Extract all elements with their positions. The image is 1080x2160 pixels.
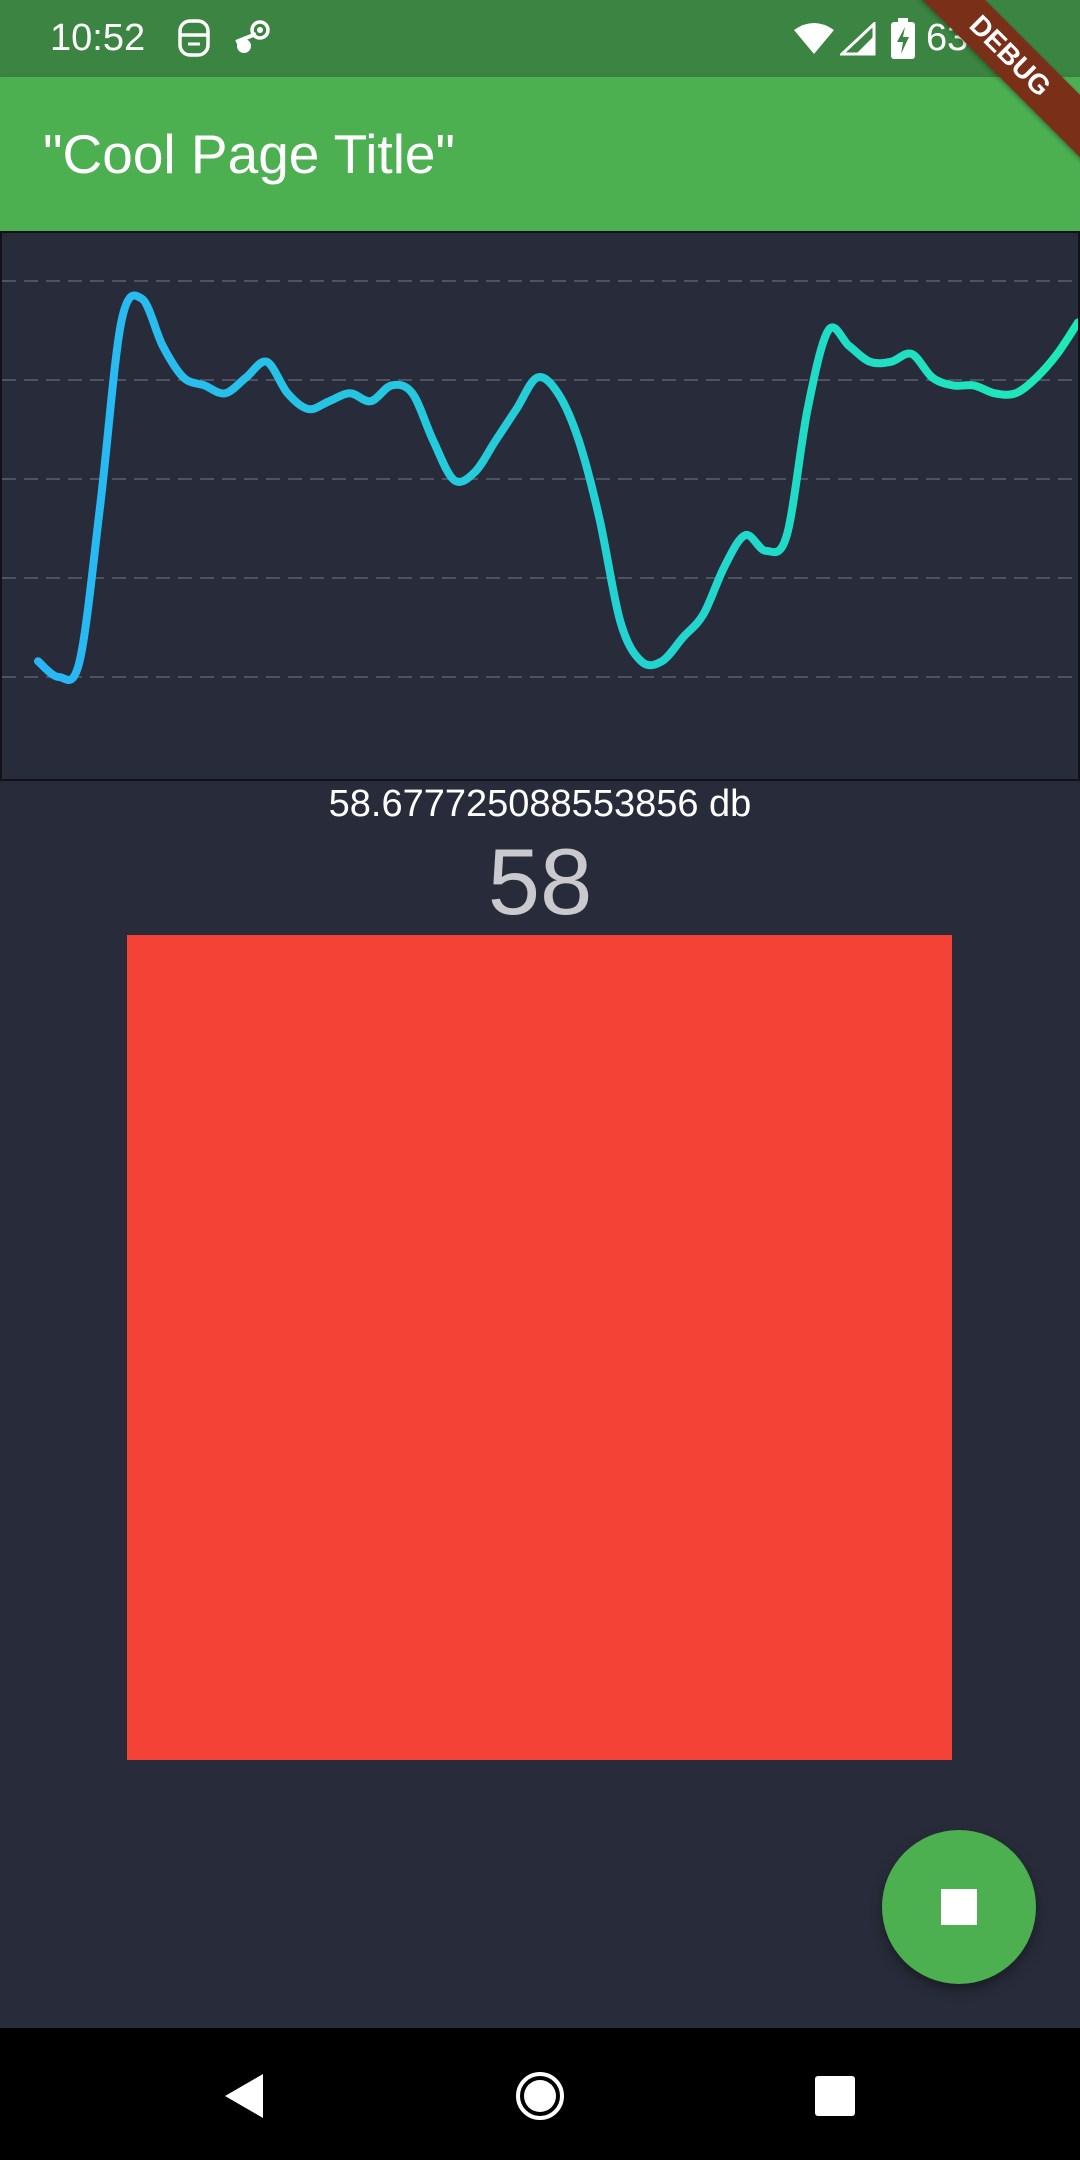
app-bar: "Cool Page Title"	[0, 77, 1080, 231]
db-value-text: 58.677725088553856 db	[328, 783, 752, 825]
signal-icon	[838, 20, 876, 61]
steam-icon	[232, 18, 272, 63]
chart-series-line	[34, 291, 1078, 684]
sound-level-chart	[0, 231, 1080, 781]
recents-button[interactable]	[805, 2066, 865, 2126]
chart-svg	[2, 280, 1078, 684]
stop-recording-button[interactable]	[882, 1830, 1036, 1984]
wifi-icon	[792, 22, 836, 61]
db-integer-value: 58	[487, 829, 593, 934]
face-icon	[176, 18, 212, 63]
status-bar: 10:52	[0, 0, 1080, 77]
recents-icon	[815, 2076, 855, 2116]
home-button[interactable]	[510, 2066, 570, 2126]
home-icon	[516, 2072, 564, 2120]
status-time: 10:52	[50, 17, 146, 59]
back-icon	[225, 2074, 263, 2118]
back-button[interactable]	[215, 2066, 275, 2126]
level-indicator-square	[127, 935, 952, 1760]
battery-charging-icon	[890, 18, 916, 65]
navigation-bar	[0, 2028, 1080, 2160]
page-title: "Cool Page Title"	[43, 123, 456, 185]
stop-icon	[941, 1889, 977, 1925]
